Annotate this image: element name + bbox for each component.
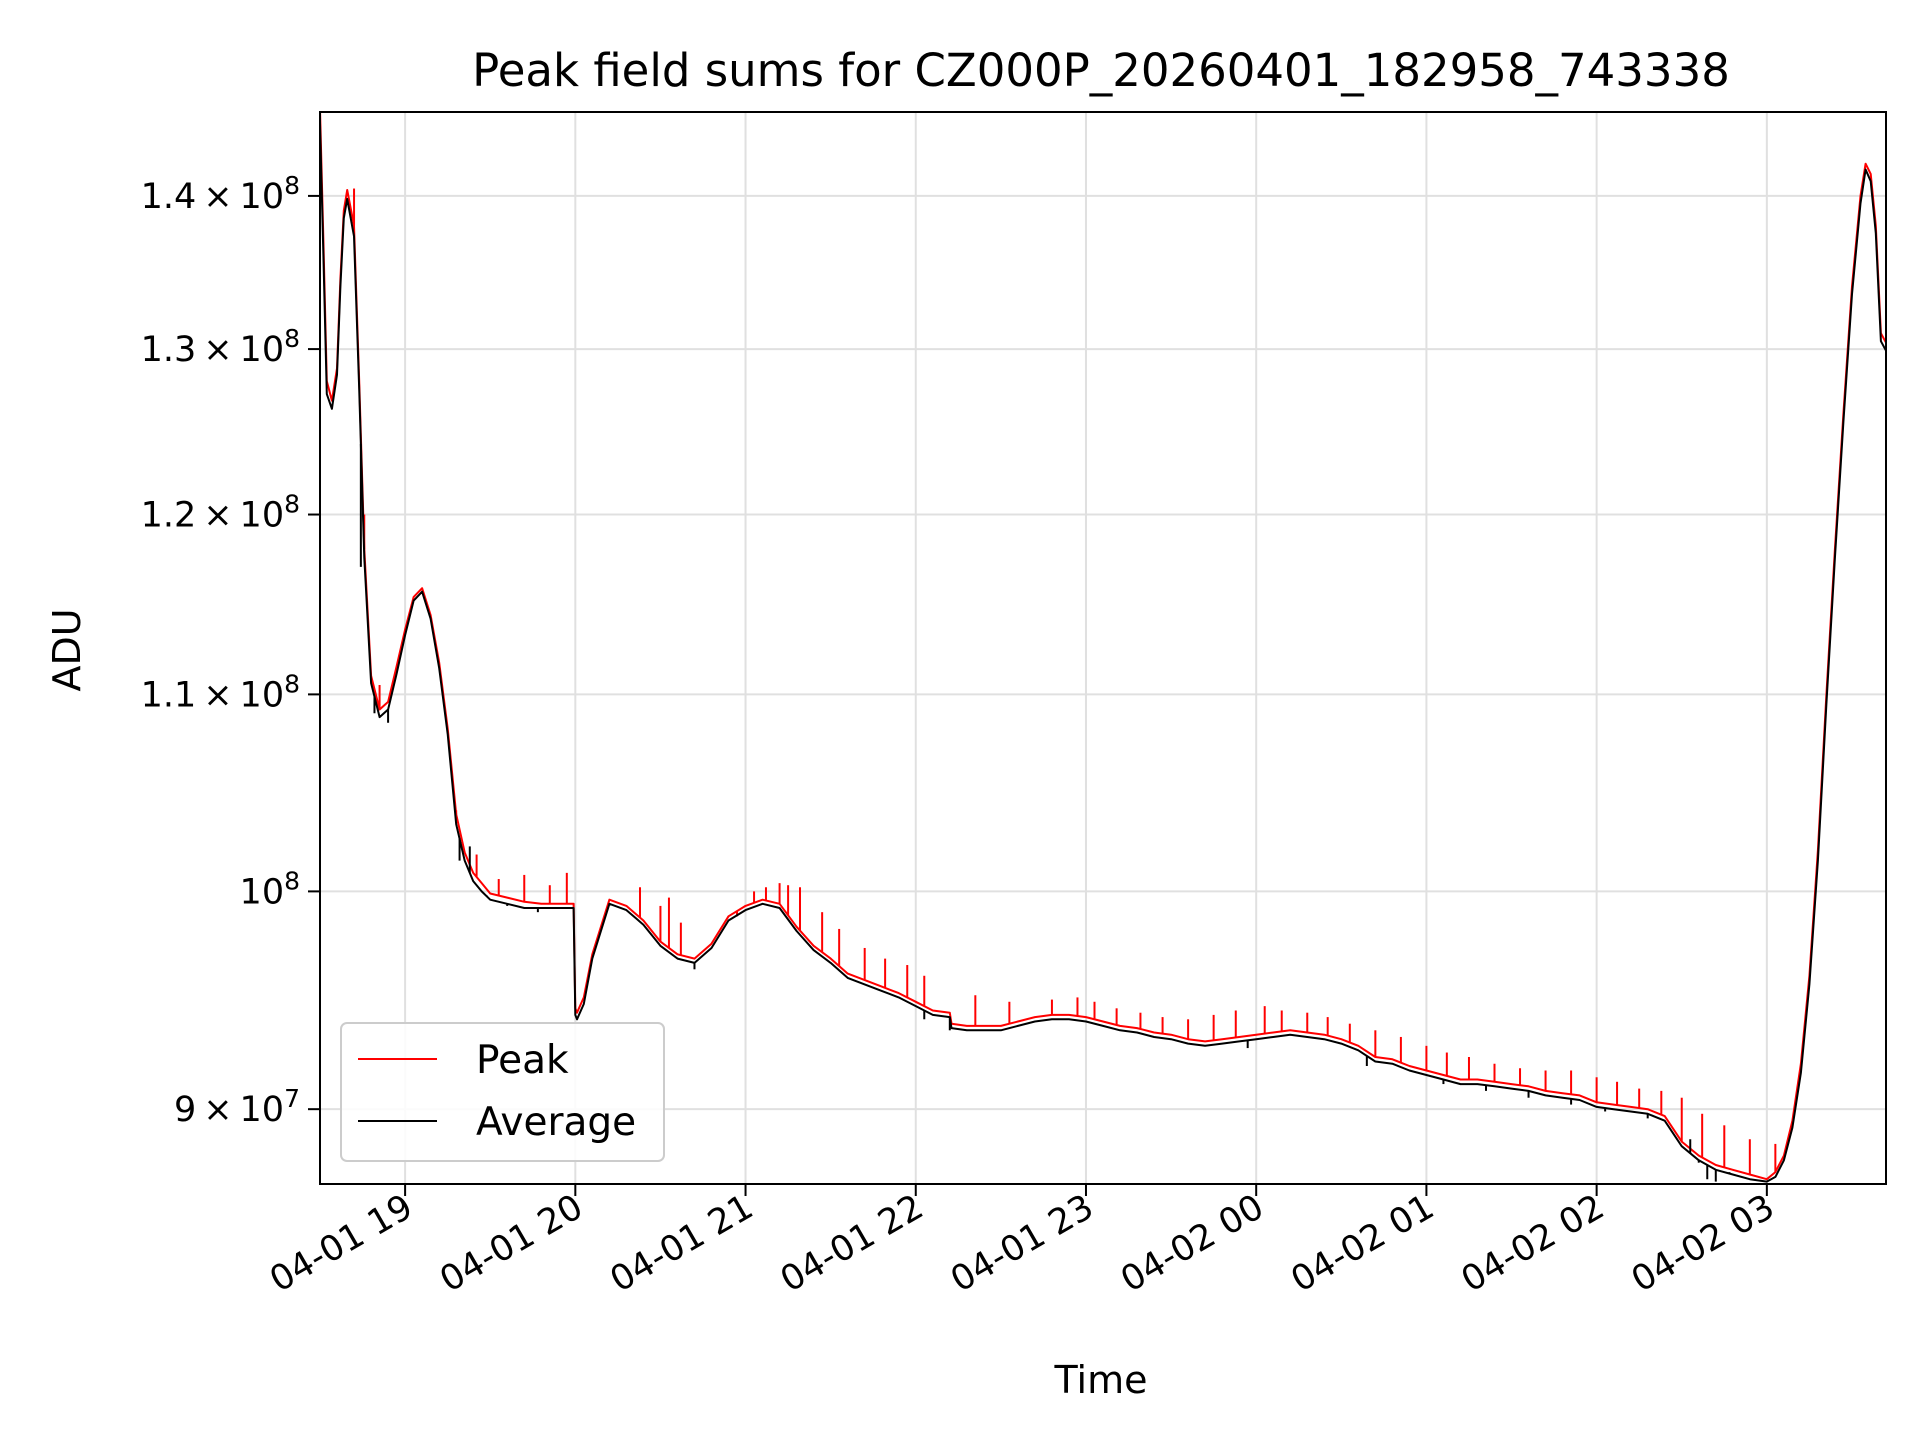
y-tick-label: 9 × 107 [174,1084,300,1130]
y-tick-label: 1.3 × 108 [141,324,300,370]
y-tick-label: 1.4 × 108 [141,171,300,217]
y-tick-label: 1.1 × 108 [141,669,300,715]
legend-label-peak: Peak [476,1038,569,1083]
chart-title: Peak field sums for CZ000P_20260401_1829… [472,44,1730,97]
plot-frame [319,111,1887,1185]
series-line-average [320,123,1886,1183]
legend: Peak Average [340,1022,665,1162]
series-layer [320,112,1886,1183]
y-tick-label: 1.2 × 108 [141,490,300,536]
y-axis-label: ADU [45,608,89,691]
grid [320,112,1886,1184]
x-axis-label: Time [1054,1358,1148,1402]
y-tick-label: 108 [240,866,300,912]
legend-label-average: Average [476,1100,636,1145]
series-average [320,123,1886,1183]
legend-frame [340,1022,665,1162]
y-axis: 9 × 107 108 1.1 × 108 1.2 × 108 1.3 × 108 1.4… [141,171,320,1130]
